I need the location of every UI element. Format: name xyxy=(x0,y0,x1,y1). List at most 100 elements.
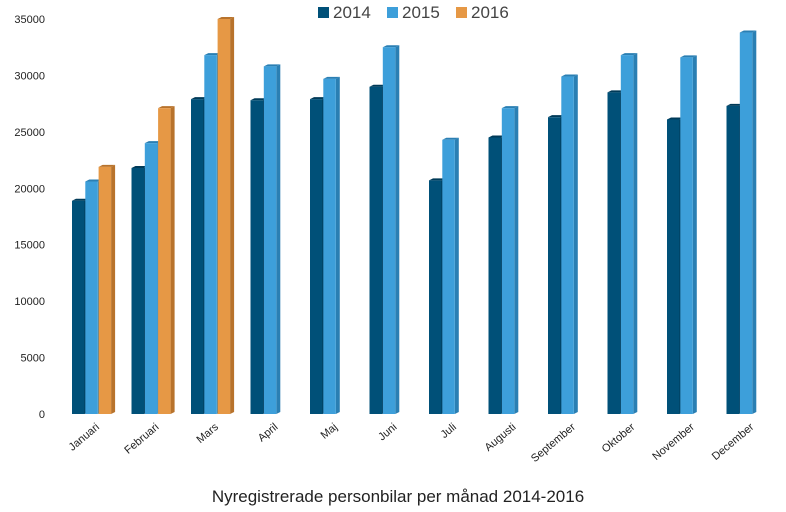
bar-front xyxy=(98,166,112,414)
y-tick-label: 25000 xyxy=(14,127,45,139)
bar-side xyxy=(111,164,116,414)
bar-top xyxy=(369,84,386,87)
bar-front xyxy=(263,66,277,415)
bar-group-januari xyxy=(72,164,116,414)
bar-front xyxy=(607,92,620,414)
bar-2015-juni xyxy=(382,45,400,414)
x-tick-label: Maj xyxy=(319,421,340,442)
bar-side xyxy=(514,106,519,415)
bar-2015-juli xyxy=(442,137,459,414)
bar-side xyxy=(752,30,757,415)
bar-top xyxy=(548,115,565,118)
bar-front xyxy=(667,119,680,414)
bar-side xyxy=(454,137,459,414)
bar-top xyxy=(98,164,116,167)
legend-label: 2014 xyxy=(333,3,371,22)
bar-top xyxy=(191,97,208,100)
bar-front xyxy=(442,139,455,414)
y-tick-label: 20000 xyxy=(14,183,45,195)
bar-group-mars xyxy=(191,17,235,414)
bar-group-december xyxy=(726,30,757,415)
bar-2015-november xyxy=(680,55,697,414)
bar-2015-december xyxy=(739,30,757,415)
x-tick-label: September xyxy=(529,421,578,465)
legend-swatch xyxy=(318,7,329,18)
x-axis-label: Nyregistrerade personbilar per månad 201… xyxy=(212,487,584,506)
bar-front xyxy=(620,55,634,414)
bar-front xyxy=(429,180,442,414)
y-tick-label: 0 xyxy=(39,409,45,421)
bar-top xyxy=(323,76,340,79)
x-tick-label: Juli xyxy=(439,421,459,441)
bar-2016-februari xyxy=(158,106,175,415)
bar-side xyxy=(276,64,281,415)
bar-group-maj xyxy=(310,76,340,415)
bar-2015-maj xyxy=(323,76,340,415)
bar-top xyxy=(263,64,281,67)
bar-top xyxy=(144,141,162,144)
legend-label: 2016 xyxy=(471,3,509,22)
bar-top xyxy=(204,53,221,56)
x-axis: Januari Februari Mars April Maj Juni Juli Augus… xyxy=(67,421,757,465)
bar-side xyxy=(170,106,175,415)
bar-top xyxy=(158,106,175,109)
bar-group-februari xyxy=(131,106,175,415)
legend-item-2014: 2014 xyxy=(318,3,371,22)
bar-side xyxy=(230,17,235,414)
bar-front xyxy=(85,181,98,414)
y-tick-label: 30000 xyxy=(14,70,45,82)
legend-swatch xyxy=(456,7,467,18)
bar-2016-januari xyxy=(98,164,116,414)
bar-top xyxy=(250,98,267,101)
bar-top xyxy=(726,103,743,106)
bar-top xyxy=(310,97,327,100)
bar-front xyxy=(191,99,204,414)
x-tick-label: Oktober xyxy=(600,421,638,456)
legend-swatch xyxy=(387,7,398,18)
y-tick-label: 5000 xyxy=(21,353,45,365)
bar-group-oktober xyxy=(607,53,638,414)
bar-top xyxy=(680,55,697,58)
bar-front xyxy=(204,55,217,414)
bar-side xyxy=(692,55,697,414)
bar-group-november xyxy=(667,55,697,414)
bar-2015-september xyxy=(561,74,578,415)
y-tick-label: 15000 xyxy=(14,240,45,252)
bar-top xyxy=(667,117,684,120)
x-tick-label: November xyxy=(650,421,697,463)
bar-front xyxy=(310,99,323,414)
bar-side xyxy=(335,76,340,415)
legend-item-2015: 2015 xyxy=(387,3,440,22)
bar-top xyxy=(131,165,148,168)
bar-top xyxy=(501,106,519,109)
bar-front xyxy=(72,200,85,414)
bar-group-juni xyxy=(369,45,400,414)
bar-side xyxy=(633,53,638,414)
x-tick-label: Mars xyxy=(194,421,221,446)
legend-item-2016: 2016 xyxy=(456,3,509,22)
bar-front xyxy=(250,100,263,414)
bar-group-april xyxy=(250,64,281,415)
bar-front xyxy=(217,19,231,414)
bar-front xyxy=(323,78,336,415)
bar-front xyxy=(548,117,561,414)
bar-front xyxy=(501,108,515,415)
bar-group-september xyxy=(548,74,578,415)
x-tick-label: December xyxy=(710,421,757,463)
bars xyxy=(72,17,757,415)
bar-top xyxy=(72,198,89,201)
bar-2016-mars xyxy=(217,17,235,414)
bar-front xyxy=(488,137,501,414)
bar-group-augusti xyxy=(488,106,519,415)
bar-group-juli xyxy=(429,137,459,414)
bar-front xyxy=(680,57,693,414)
bar-top xyxy=(217,17,235,19)
bar-top xyxy=(488,135,505,138)
bar-top xyxy=(382,45,400,48)
x-tick-label: Januari xyxy=(67,421,102,453)
legend-label: 2015 xyxy=(402,3,440,22)
bar-front xyxy=(131,167,144,414)
bar-top xyxy=(429,178,446,181)
